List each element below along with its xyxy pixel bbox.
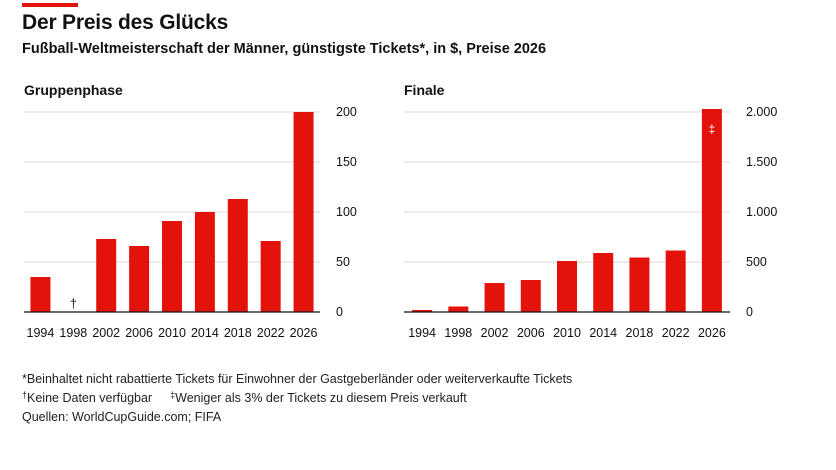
footnote-daggers: †Keine Daten verfügbar ‡Weniger als 3% de… [22,389,572,408]
bar-2026 [293,112,314,312]
bar-1994 [412,310,433,312]
y-tick-label: 2.000 [746,105,777,119]
y-tick-label: 500 [746,255,767,269]
footnote-ddagger-mark: ‡ [170,390,176,400]
panel-title-gruppenphase: Gruppenphase [24,82,123,98]
bar-2002 [96,239,117,312]
x-tick-label: 2010 [553,326,581,340]
footnote-dagger-mark: † [22,390,28,400]
bar-1998 [448,306,469,312]
x-tick-label: 2006 [125,326,153,340]
bar-2018 [227,199,248,312]
sources-note: Quellen: WorldCupGuide.com; FIFA [22,410,222,424]
y-tick-label: 150 [336,155,357,169]
y-tick-label: 50 [336,255,350,269]
x-tick-label: 2018 [224,326,252,340]
y-tick-label: 200 [336,105,357,119]
x-tick-label: 1994 [408,326,436,340]
chart-gruppenphase: 0 50 100 150 200 1994 1998 2002 2006 2010 2014 2018… [24,105,357,340]
chart-title: Der Preis des Glücks [22,11,229,34]
x-tick-label: 1998 [59,326,87,340]
x-tick-label: 2026 [290,326,318,340]
x-tick-label: 2022 [662,326,690,340]
y-tick-label: 0 [336,305,343,319]
x-tick-label: 1998 [444,326,472,340]
x-tick-label: 2014 [191,326,219,340]
x-tick-label: 2002 [481,326,509,340]
bar-2026 [701,109,722,312]
y-tick-label: 1.500 [746,155,777,169]
x-tick-label: 2006 [517,326,545,340]
annotation-mark: ‡ [709,122,716,136]
y-tick-label: 100 [336,205,357,219]
panel-title-finale: Finale [404,82,445,98]
bar-2018 [629,257,650,312]
bar-2022 [665,250,686,312]
footnote-star-text: Beinhaltet nicht rabattierte Tickets für… [26,372,573,386]
y-tick-label: 0 [746,305,753,319]
bar-2014 [593,253,614,312]
footnote-star: *Beinhaltet nicht rabattierte Tickets fü… [22,370,572,389]
bar-2010 [162,221,182,312]
footnote-star-mark: * [22,372,27,386]
annotation-mark: † [70,296,77,311]
x-tick-label: 2010 [158,326,186,340]
x-tick-label: 2022 [257,326,285,340]
bar-2010 [557,261,577,312]
bar-2014 [194,212,215,312]
footnote-ddagger-text: Weniger als 3% der Tickets zu diesem Pre… [175,391,467,405]
bar-2006 [520,280,541,312]
bar-2006 [129,246,150,312]
x-tick-label: 2002 [92,326,120,340]
x-tick-label: 2014 [589,326,617,340]
chart-finale: 0 500 1.000 1.500 2.000 1994 1998 2002 2006 2010 2… [404,105,777,340]
y-tick-label: 1.000 [746,205,777,219]
bar-2002 [484,283,505,312]
chart-subtitle: Fußball-Weltmeisterschaft der Männer, gü… [22,41,547,57]
bar-1994 [30,277,51,312]
x-tick-label: 2018 [626,326,654,340]
brand-accent-bar [22,3,78,7]
footnote-dagger-text: Keine Daten verfügbar [27,391,153,405]
footnotes: *Beinhaltet nicht rabattierte Tickets fü… [22,370,572,427]
bar-2022 [260,241,281,312]
x-tick-label: 1994 [27,326,55,340]
x-tick-label: 2026 [698,326,726,340]
